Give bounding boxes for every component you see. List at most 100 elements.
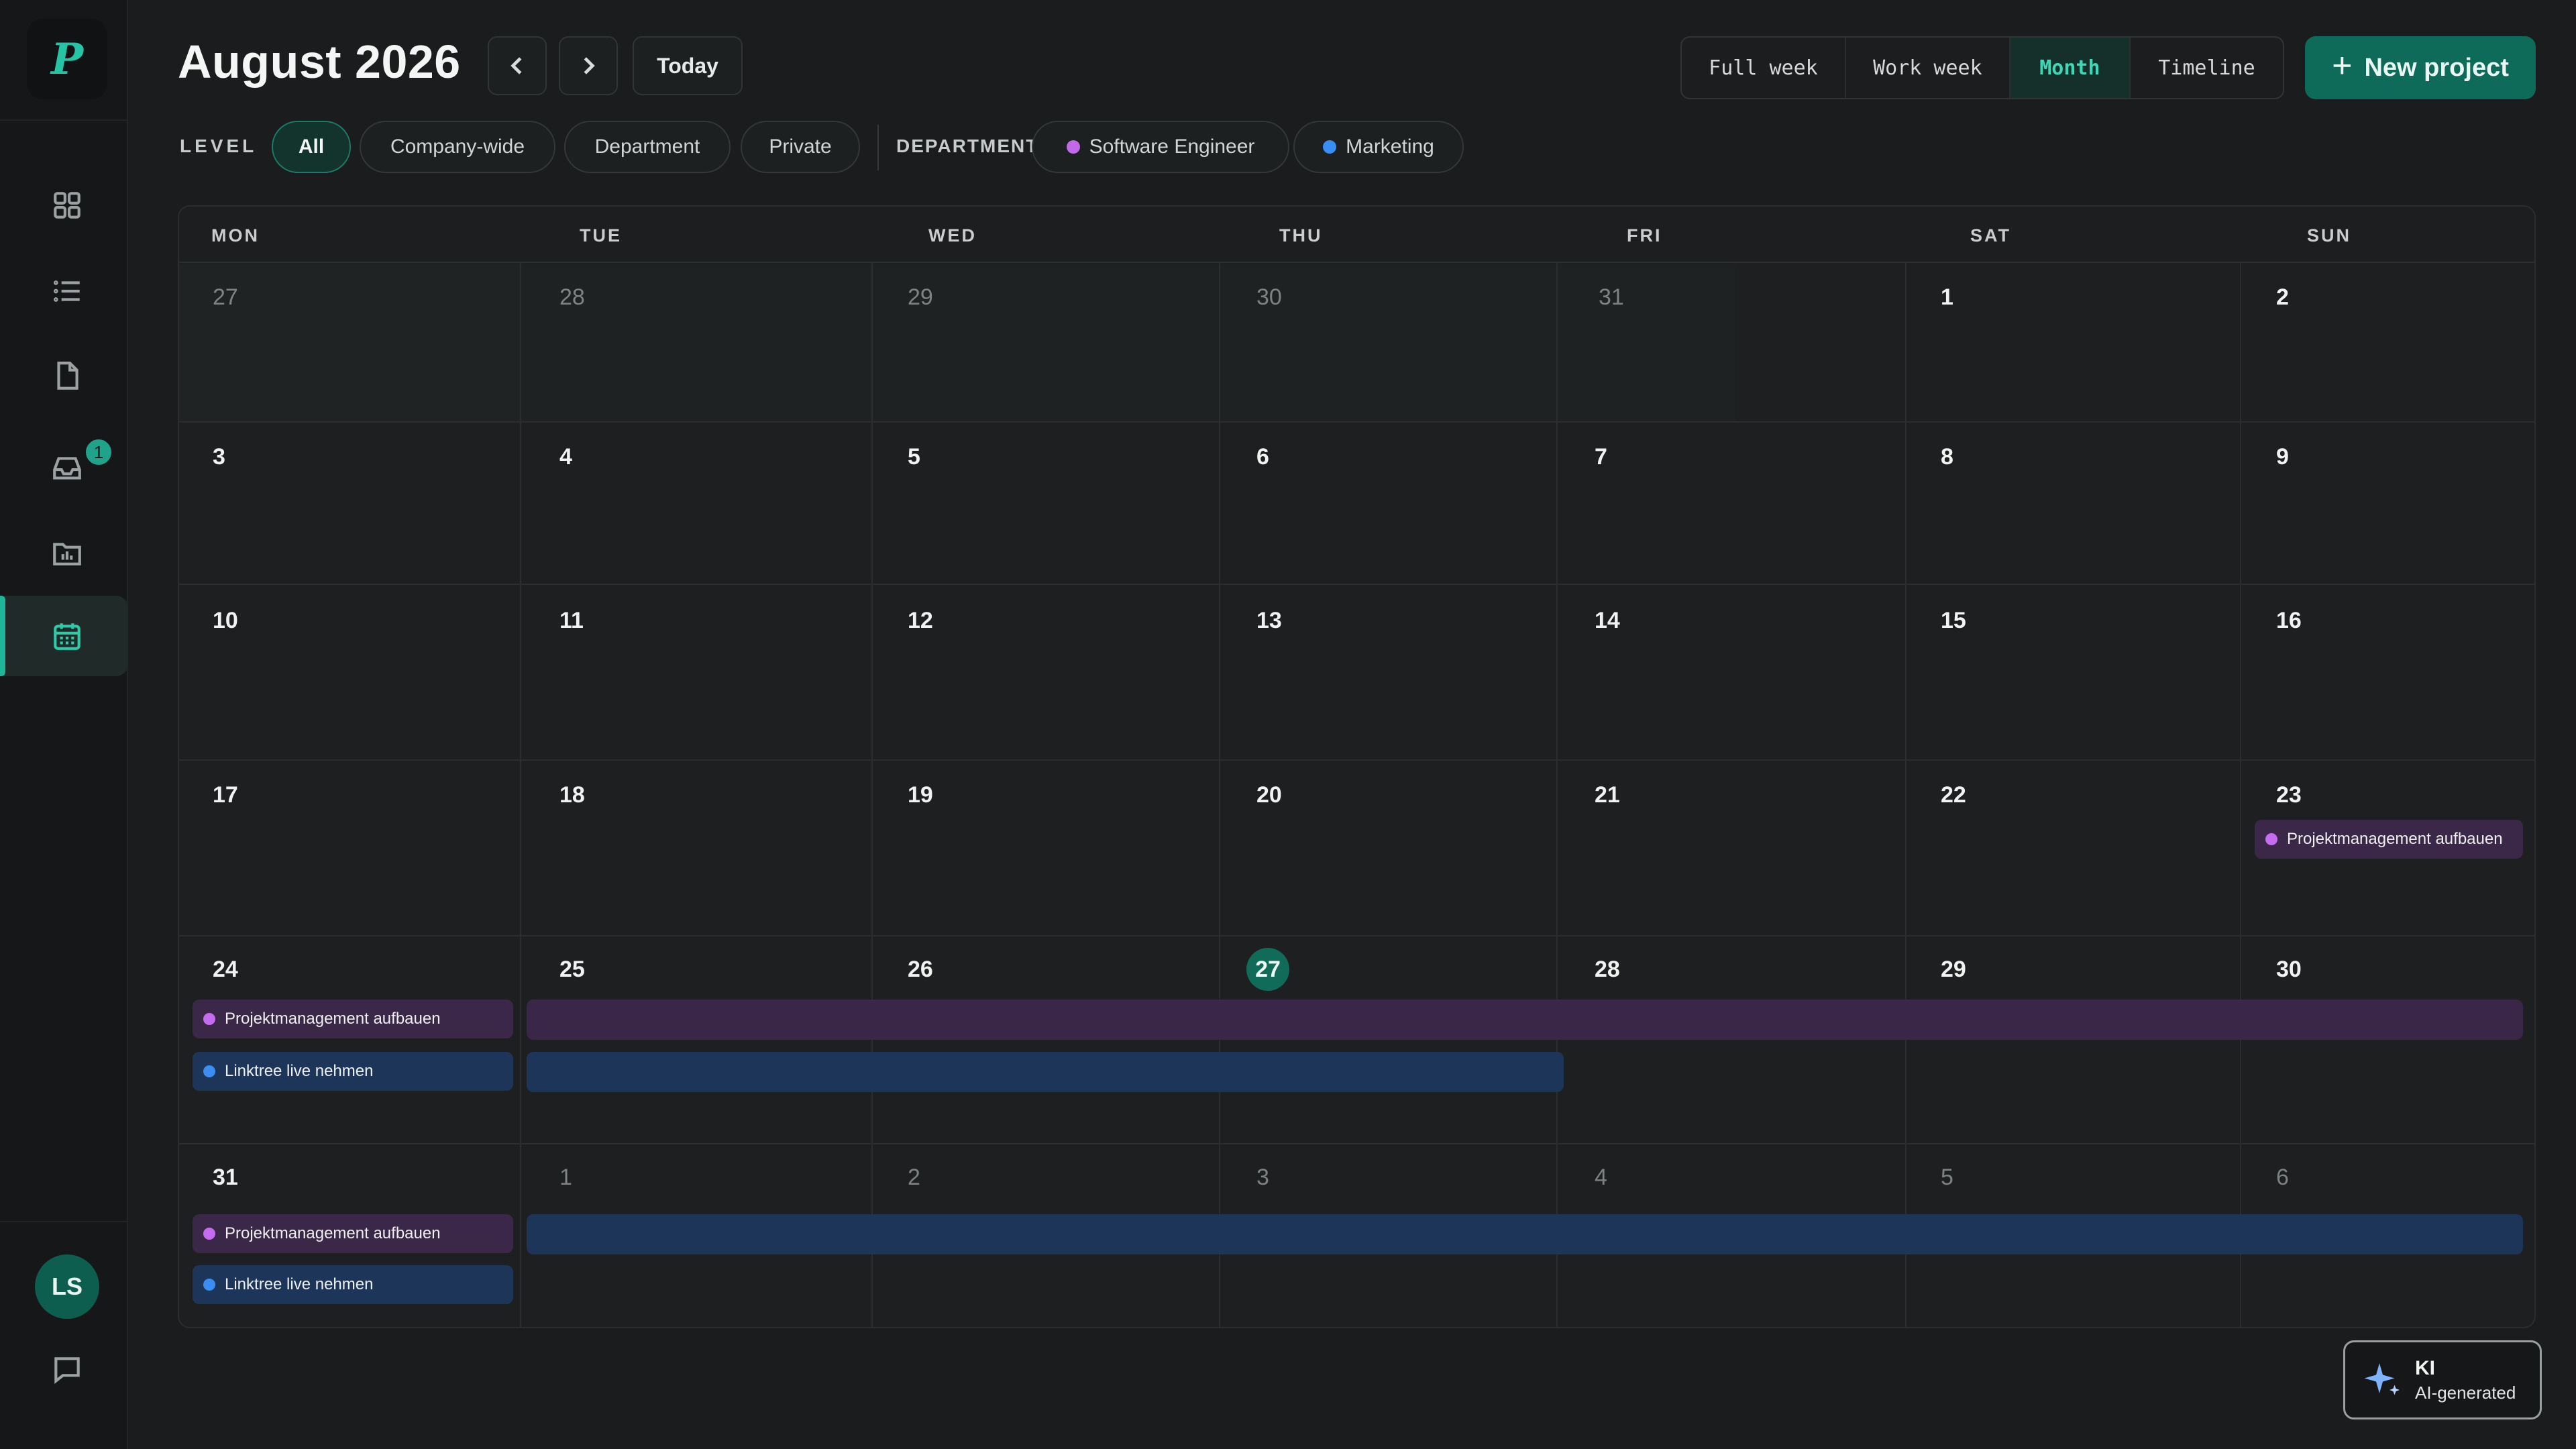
event-linktree[interactable]: Linktree live nehmen <box>193 1265 513 1304</box>
sparkle-icon <box>2364 1363 2400 1395</box>
ai-badge-subtitle: AI-generated <box>2415 1382 2516 1403</box>
day-number[interactable]: 24 <box>213 957 238 982</box>
reports-nav-button[interactable] <box>34 519 101 586</box>
day-number[interactable]: 5 <box>908 444 920 470</box>
event-linktree-continuation[interactable] <box>527 1214 2523 1254</box>
ai-generated-badge[interactable]: KI AI-generated <box>2343 1340 2542 1419</box>
grid-line <box>179 584 2534 585</box>
event-linktree-continuation[interactable] <box>527 1052 1564 1092</box>
day-number[interactable]: 22 <box>1941 782 1966 808</box>
prev-month-button[interactable] <box>488 36 547 95</box>
grid-line <box>871 263 873 1327</box>
day-number[interactable]: 23 <box>2276 782 2302 808</box>
day-number[interactable]: 15 <box>1941 608 1966 633</box>
level-chip-company-wide[interactable]: Company-wide <box>360 121 555 173</box>
chat-nav-button[interactable] <box>34 1336 101 1403</box>
day-number[interactable]: 16 <box>2276 608 2302 633</box>
event-dot-icon <box>203 1013 215 1025</box>
level-chip-private[interactable]: Private <box>741 121 860 173</box>
day-number[interactable]: 6 <box>2276 1165 2289 1190</box>
day-number[interactable]: 21 <box>1595 782 1620 808</box>
event-projektmanagement-continuation[interactable] <box>527 1000 2523 1040</box>
sidebar: P 1 <box>0 0 128 1449</box>
day-number[interactable]: 4 <box>559 444 572 470</box>
chevron-right-icon <box>584 57 595 74</box>
grid-line <box>1219 263 1220 1327</box>
event-projektmanagement[interactable]: Projektmanagement aufbauen <box>193 1214 513 1253</box>
blue-dot-icon <box>1323 140 1337 154</box>
day-number[interactable]: 31 <box>213 1165 238 1190</box>
day-number[interactable]: 6 <box>1256 444 1269 470</box>
day-number[interactable]: 17 <box>213 782 238 808</box>
day-number[interactable]: 11 <box>559 608 584 633</box>
calendar-nav-button[interactable] <box>34 602 101 669</box>
day-number[interactable]: 30 <box>1256 284 1282 310</box>
day-number[interactable]: 1 <box>1941 284 1953 310</box>
view-tab-timeline[interactable]: Timeline <box>2158 56 2255 80</box>
day-number[interactable]: 26 <box>908 957 933 982</box>
weekday-label: MON <box>211 225 260 246</box>
day-number[interactable]: 19 <box>908 782 933 808</box>
day-number[interactable]: 20 <box>1256 782 1282 808</box>
day-number[interactable]: 12 <box>908 608 933 633</box>
day-number[interactable]: 13 <box>1256 608 1282 633</box>
day-number[interactable]: 14 <box>1595 608 1620 633</box>
department-chip-label: Marketing <box>1346 136 1434 158</box>
new-project-button[interactable]: + New project <box>2305 36 2536 99</box>
event-projektmanagement[interactable]: Projektmanagement aufbauen <box>2255 820 2523 859</box>
weekday-label: FRI <box>1627 225 1662 246</box>
filter-separator <box>877 125 879 170</box>
day-number[interactable]: 4 <box>1595 1165 1607 1190</box>
day-number[interactable]: 29 <box>1941 957 1966 982</box>
view-tab-full-week[interactable]: Full week <box>1682 38 1846 98</box>
day-number[interactable]: 2 <box>2276 284 2289 310</box>
day-number[interactable]: 25 <box>559 957 585 982</box>
day-number[interactable]: 30 <box>2276 957 2302 982</box>
day-number[interactable]: 7 <box>1595 444 1607 470</box>
day-number[interactable]: 9 <box>2276 444 2289 470</box>
inbox-badge: 1 <box>83 437 114 468</box>
new-project-label: New project <box>2364 53 2509 82</box>
today-marker[interactable]: 27 <box>1246 948 1289 991</box>
level-chip-all[interactable]: All <box>272 121 351 173</box>
event-dot-icon <box>203 1065 215 1077</box>
day-number[interactable]: 1 <box>559 1165 572 1190</box>
view-tab-month[interactable]: Month <box>2010 38 2131 98</box>
level-chip-department[interactable]: Department <box>564 121 731 173</box>
day-number[interactable]: 10 <box>213 608 238 633</box>
day-number[interactable]: 28 <box>1595 957 1620 982</box>
day-number[interactable]: 2 <box>908 1165 920 1190</box>
day-number[interactable]: 31 <box>1599 284 1624 310</box>
day-number[interactable]: 27 <box>213 284 238 310</box>
dashboard-nav-button[interactable] <box>34 172 101 239</box>
day-number[interactable]: 3 <box>1256 1165 1269 1190</box>
event-dot-icon <box>203 1228 215 1240</box>
day-number[interactable]: 3 <box>213 444 225 470</box>
day-number[interactable]: 5 <box>1941 1165 1953 1190</box>
list-nav-button[interactable] <box>34 258 101 325</box>
day-number[interactable]: 18 <box>559 782 585 808</box>
inbox-nav-button[interactable] <box>34 435 101 502</box>
day-number[interactable]: 29 <box>908 284 933 310</box>
documents-nav-button[interactable] <box>34 342 101 409</box>
day-number[interactable]: 28 <box>559 284 585 310</box>
department-chip-marketing[interactable]: Marketing <box>1293 121 1464 173</box>
view-tab-work-week[interactable]: Work week <box>1846 38 2010 98</box>
today-button[interactable]: Today <box>633 36 743 95</box>
grid-line <box>179 1143 2534 1144</box>
department-chip-software-engineer[interactable]: Software Engineer <box>1032 121 1289 173</box>
weekday-label: SUN <box>2307 225 2352 246</box>
user-avatar[interactable]: LS <box>35 1254 99 1319</box>
event-linktree[interactable]: Linktree live nehmen <box>193 1052 513 1091</box>
page-title: August 2026 <box>178 36 461 88</box>
purple-dot-icon <box>1066 140 1080 154</box>
day-number[interactable]: 8 <box>1941 444 1953 470</box>
weekday-label: WED <box>928 225 977 246</box>
chat-icon <box>54 1357 80 1385</box>
next-month-button[interactable] <box>559 36 618 95</box>
event-projektmanagement[interactable]: Projektmanagement aufbauen <box>193 1000 513 1038</box>
weekday-label: SAT <box>1970 225 2011 246</box>
event-title: Projektmanagement aufbauen <box>2287 830 2503 848</box>
app-logo[interactable]: P <box>27 19 107 99</box>
